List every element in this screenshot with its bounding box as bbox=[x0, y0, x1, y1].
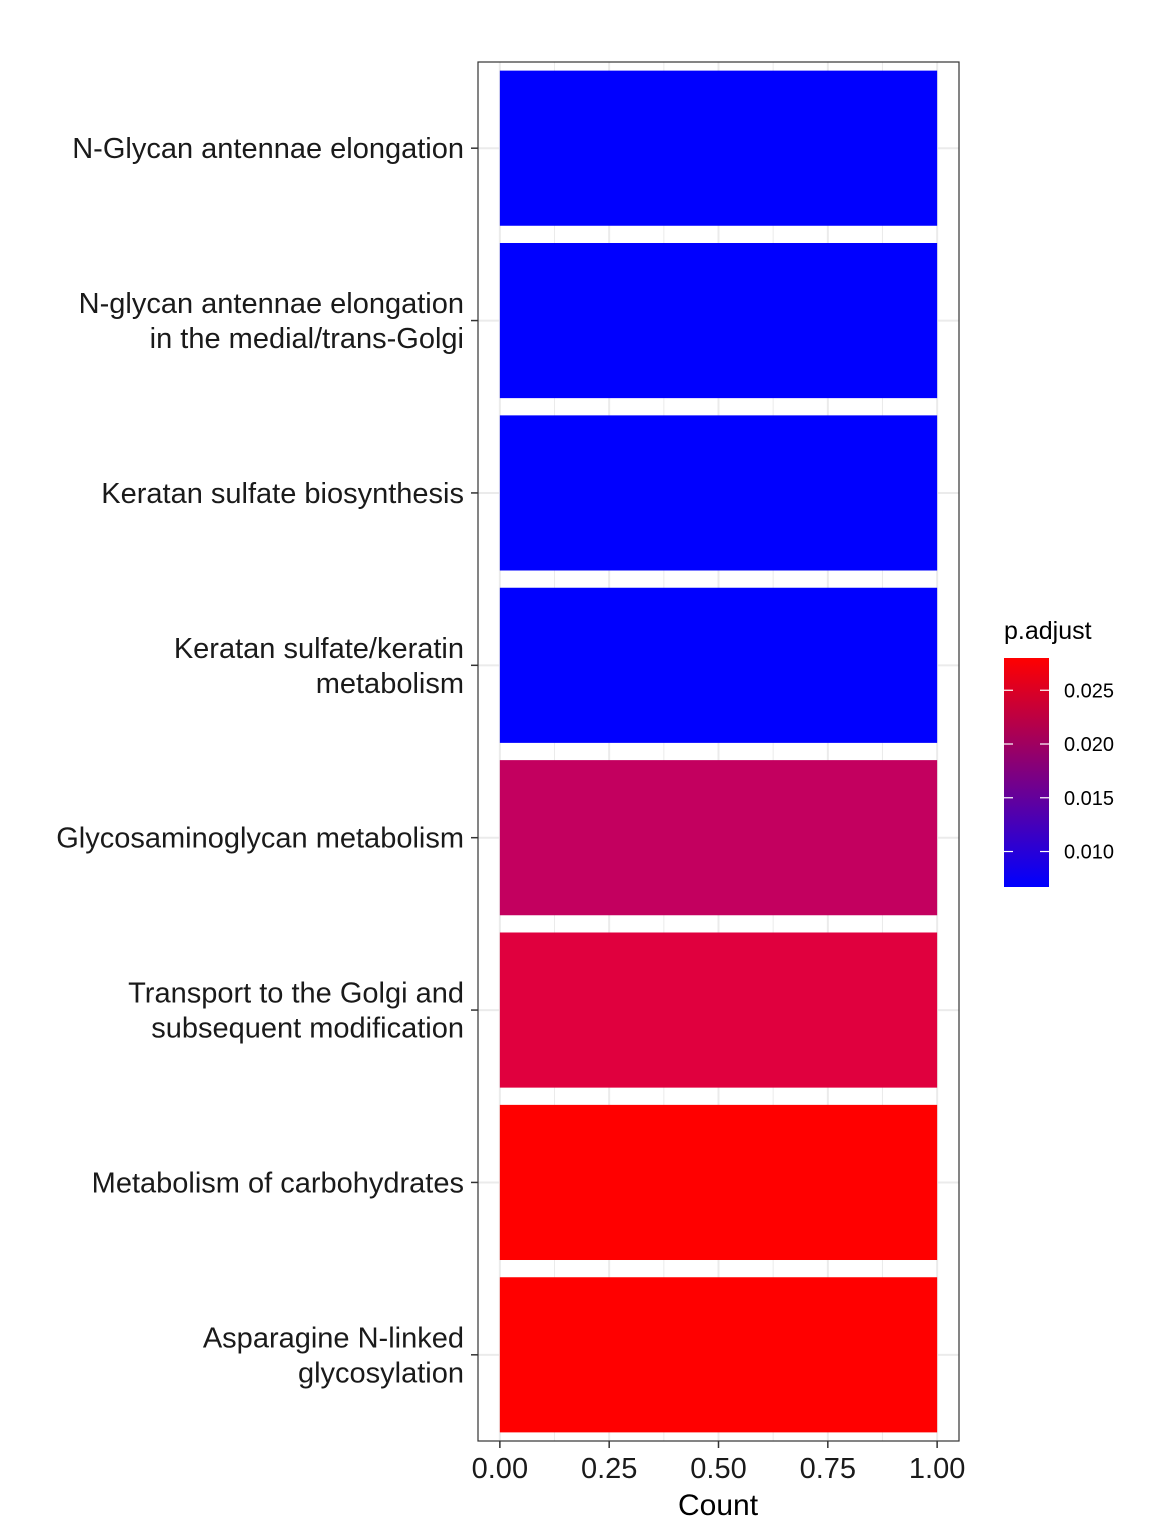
y-axis-label-line: N-glycan antennae elongation bbox=[79, 288, 464, 320]
y-axis-label: N-Glycan antennae elongation bbox=[72, 133, 464, 165]
x-axis-tick-label: 0.00 bbox=[472, 1453, 528, 1485]
legend-ticks: 0.025 0.020 0.015 0.010 bbox=[1004, 680, 1114, 864]
bar bbox=[499, 587, 938, 743]
y-axis-label-line: Metabolism of carbohydrates bbox=[92, 1167, 464, 1199]
color-legend: p.adjust 0.025 0.020 0.015 0.010 bbox=[1004, 617, 1114, 887]
x-axis-tick-label: 0.25 bbox=[581, 1453, 637, 1485]
bar bbox=[499, 1104, 938, 1261]
bar bbox=[499, 932, 938, 1088]
y-axis-label: Asparagine N-linked glycosylation bbox=[203, 1322, 464, 1389]
y-axis-label-line: Glycosaminoglycan metabolism bbox=[56, 823, 464, 855]
x-axis-tick-label: 1.00 bbox=[909, 1453, 965, 1485]
x-axis-tick-label: 0.75 bbox=[800, 1453, 856, 1485]
bar bbox=[499, 760, 938, 916]
x-axis-title: Count bbox=[678, 1489, 759, 1522]
legend-title: p.adjust bbox=[1004, 617, 1092, 645]
bar bbox=[499, 415, 938, 571]
bars bbox=[499, 70, 938, 1433]
y-axis-label-line: Keratan sulfate/keratin bbox=[174, 633, 464, 665]
y-axis-label: N-glycan antennae elongation in the media… bbox=[79, 288, 464, 355]
y-axis-label-line: N-Glycan antennae elongation bbox=[72, 133, 464, 165]
bar bbox=[499, 70, 938, 226]
y-axis-label: Keratan sulfate biosynthesis bbox=[101, 478, 464, 510]
legend-colorbar bbox=[1004, 658, 1049, 887]
y-axis-label-line: in the medial/trans-Golgi bbox=[150, 323, 464, 355]
y-axis-label: Metabolism of carbohydrates bbox=[92, 1167, 464, 1199]
y-axis-labels: N-Glycan antennae elongation N-glycan ant… bbox=[56, 133, 478, 1389]
legend-tick-label: 0.025 bbox=[1064, 680, 1114, 702]
legend-tick-label: 0.020 bbox=[1064, 734, 1114, 756]
y-axis-label-line: Transport to the Golgi and bbox=[128, 978, 464, 1010]
y-axis-label-line: Keratan sulfate biosynthesis bbox=[101, 478, 464, 510]
legend-tick-label: 0.010 bbox=[1064, 842, 1114, 864]
x-axis-tick-label: 0.50 bbox=[690, 1453, 746, 1485]
y-axis-label-line: Asparagine N-linked bbox=[203, 1322, 464, 1354]
y-axis-label-line: metabolism bbox=[316, 668, 464, 700]
y-axis-label: Glycosaminoglycan metabolism bbox=[56, 823, 464, 855]
y-axis-label: Keratan sulfate/keratin metabolism bbox=[174, 633, 464, 700]
y-axis-label: Transport to the Golgi and subsequent mod… bbox=[128, 978, 464, 1045]
y-axis-label-line: glycosylation bbox=[298, 1357, 464, 1389]
legend-tick-label: 0.015 bbox=[1064, 788, 1114, 810]
y-axis-label-line: subsequent modification bbox=[151, 1013, 464, 1045]
bar bbox=[499, 1277, 938, 1433]
x-axis: 0.00 0.25 0.50 0.75 1.00 bbox=[472, 1441, 965, 1485]
bar bbox=[499, 242, 938, 399]
